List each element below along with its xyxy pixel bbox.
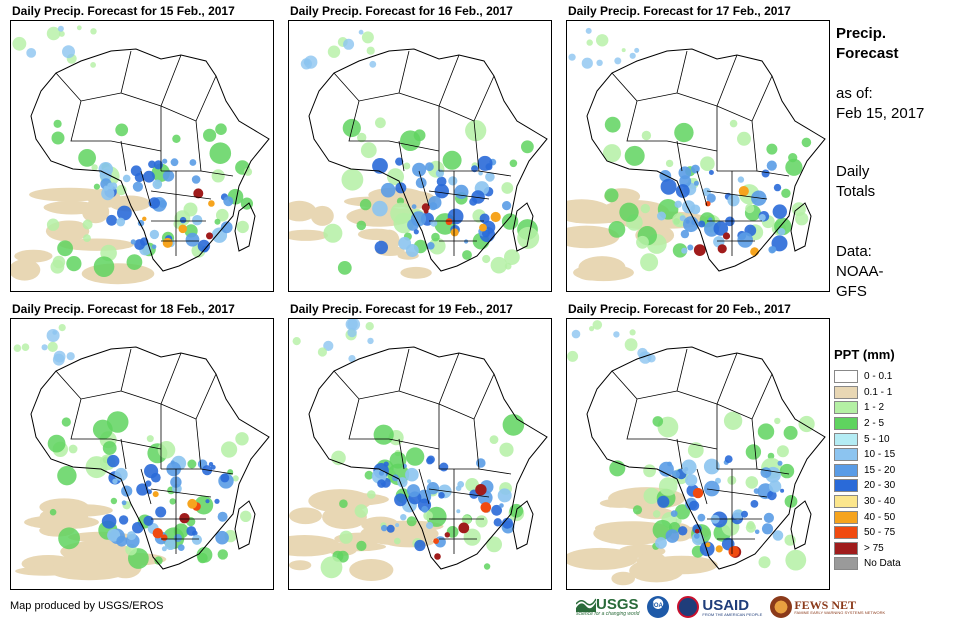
africa-map-graphic bbox=[567, 27, 826, 282]
precip-map bbox=[566, 318, 830, 590]
forecast-panel-4: Daily Precip. Forecast for 18 Feb., 2017 bbox=[10, 300, 274, 590]
legend-item: 20 - 30 bbox=[834, 478, 944, 494]
precip-map bbox=[288, 20, 552, 292]
legend-swatch bbox=[834, 385, 858, 399]
fewsnet-globe-icon bbox=[770, 596, 793, 618]
usaid-logo: USAID FROM THE AMERICAN PEOPLE bbox=[677, 596, 762, 618]
as-of-date: as of: Feb 15, 2017 bbox=[836, 85, 925, 122]
legend-item: 50 - 75 bbox=[834, 525, 944, 541]
legend-item: 1 - 2 bbox=[834, 400, 944, 416]
panel-title: Daily Precip. Forecast for 15 Feb., 2017 bbox=[12, 4, 235, 18]
precip-map bbox=[10, 318, 274, 590]
legend-item: 10 - 15 bbox=[834, 447, 944, 463]
legend-swatch bbox=[834, 370, 858, 384]
forecast-panel-5: Daily Precip. Forecast for 19 Feb., 2017 bbox=[288, 300, 552, 590]
legend-item: 2 - 5 bbox=[834, 416, 944, 432]
legend-label: 20 - 30 bbox=[864, 480, 896, 492]
legend-swatch bbox=[834, 432, 858, 446]
legend-item: 30 - 40 bbox=[834, 494, 944, 510]
daily-totals-label: Daily Totals bbox=[836, 163, 876, 200]
legend-swatch bbox=[834, 541, 858, 555]
legend-label: 50 - 75 bbox=[864, 527, 896, 539]
forecast-panel-6: Daily Precip. Forecast for 20 Feb., 2017 bbox=[566, 300, 830, 590]
precip-map bbox=[10, 20, 274, 292]
legend-swatch bbox=[834, 510, 858, 524]
forecast-panel-2: Daily Precip. Forecast for 16 Feb., 2017 bbox=[288, 2, 552, 292]
legend-swatch bbox=[834, 557, 858, 571]
legend-label: 1 - 2 bbox=[864, 402, 885, 414]
precip-map bbox=[288, 318, 552, 590]
legend-label: 0 - 0.1 bbox=[864, 371, 893, 383]
legend-swatch bbox=[834, 495, 858, 509]
legend-label: 5 - 10 bbox=[864, 433, 890, 445]
forecast-panel-3: Daily Precip. Forecast for 17 Feb., 2017 bbox=[566, 2, 830, 292]
data-source-label: Data: NOAA- GFS bbox=[836, 243, 884, 300]
legend-item: 40 - 50 bbox=[834, 509, 944, 525]
legend-label: 15 - 20 bbox=[864, 464, 896, 476]
legend-item: No Data bbox=[834, 556, 944, 572]
fewsnet-logo: FEWS NET FAMINE EARLY WARNING SYSTEMS NE… bbox=[770, 596, 885, 618]
africa-map-graphic bbox=[11, 25, 270, 285]
legend-label: No Data bbox=[864, 558, 901, 570]
legend-label: 40 - 50 bbox=[864, 511, 896, 523]
panel-title: Daily Precip. Forecast for 19 Feb., 2017 bbox=[290, 302, 513, 316]
usgs-logo: USGS science for a changing world bbox=[576, 596, 640, 617]
legend-swatch bbox=[834, 526, 858, 540]
legend-label: > 75 bbox=[864, 542, 884, 554]
africa-map-graphic bbox=[289, 319, 548, 581]
legend-item: 0.1 - 1 bbox=[834, 385, 944, 401]
legend-swatch bbox=[834, 448, 858, 462]
precip-map bbox=[566, 20, 830, 292]
usgs-wave-icon bbox=[576, 598, 596, 612]
legend-item: 5 - 10 bbox=[834, 431, 944, 447]
legend-label: 10 - 15 bbox=[864, 449, 896, 461]
panel-title: Daily Precip. Forecast for 20 Feb., 2017 bbox=[568, 302, 791, 316]
africa-map-graphic bbox=[289, 29, 548, 279]
panel-title: Daily Precip. Forecast for 17 Feb., 2017 bbox=[568, 4, 791, 18]
forecast-panel-1: Daily Precip. Forecast for 15 Feb., 2017 bbox=[10, 2, 274, 292]
legend-label: 0.1 - 1 bbox=[864, 386, 893, 398]
legend-label: 2 - 5 bbox=[864, 418, 885, 430]
legend-swatch bbox=[834, 463, 858, 477]
legend-swatch bbox=[834, 479, 858, 493]
legend-item: > 75 bbox=[834, 541, 944, 557]
africa-map-graphic bbox=[567, 320, 826, 586]
logo-strip: USGS science for a changing world NOAA U… bbox=[576, 594, 885, 620]
legend-swatch bbox=[834, 401, 858, 415]
panel-title: Daily Precip. Forecast for 18 Feb., 2017 bbox=[12, 302, 235, 316]
legend-swatch bbox=[834, 417, 858, 431]
legend-item: 0 - 0.1 bbox=[834, 369, 944, 385]
ppt-legend: PPT (mm) 0 - 0.1 0.1 - 1 1 - 2 2 - 5 5 - 10 1… bbox=[834, 346, 944, 572]
noaa-logo: NOAA bbox=[647, 596, 670, 618]
panel-title: Daily Precip. Forecast for 16 Feb., 2017 bbox=[290, 4, 513, 18]
usaid-seal-icon bbox=[677, 596, 700, 618]
africa-map-graphic bbox=[13, 324, 270, 581]
map-credit: Map produced by USGS/EROS bbox=[10, 600, 164, 612]
forecast-title: Precip. Forecast bbox=[836, 25, 899, 62]
legend-title: PPT (mm) bbox=[834, 347, 895, 362]
legend-label: 30 - 40 bbox=[864, 496, 896, 508]
legend-item: 15 - 20 bbox=[834, 463, 944, 479]
